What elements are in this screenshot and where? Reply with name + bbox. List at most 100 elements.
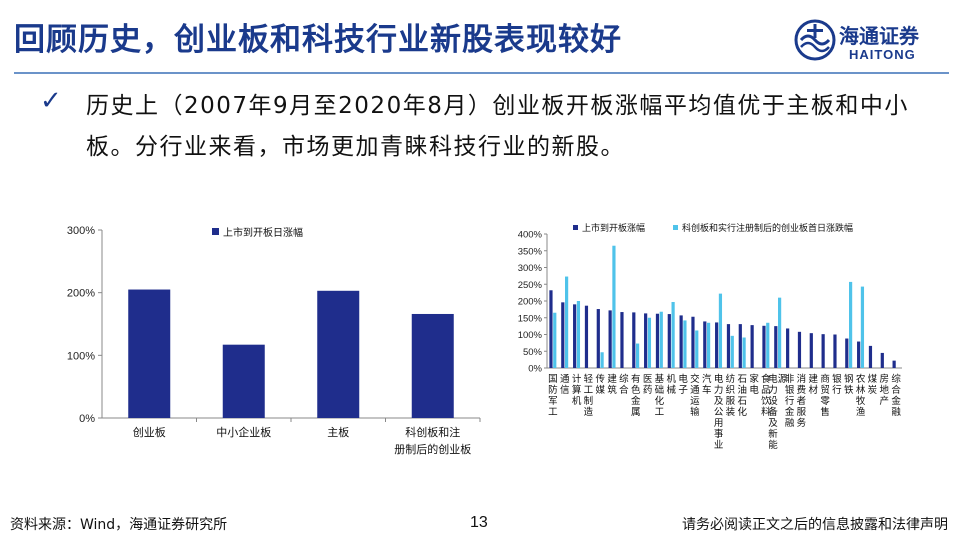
x-category-label: 通信 xyxy=(560,374,570,396)
bar-ipo-to-open-30 xyxy=(892,360,896,368)
bar-ipo-to-open-28 xyxy=(868,345,873,368)
x-category-label: 汽车 xyxy=(702,373,712,396)
x-category-label: 农林牧渔 xyxy=(856,373,866,418)
x-category-label: 中小企业板 xyxy=(216,425,271,439)
y-tick-label: 50% xyxy=(523,347,543,358)
x-category-label: 册制后的创业板 xyxy=(394,442,471,456)
y-tick-label: 200% xyxy=(67,288,95,300)
bar-4 xyxy=(411,313,454,418)
x-category-label: 计算机 xyxy=(572,373,582,407)
bar-first-day-1 xyxy=(553,312,557,368)
bar-ipo-to-open-7 xyxy=(620,312,624,368)
checkmark-icon: ✓ xyxy=(40,86,62,116)
bar-ipo-to-open-6 xyxy=(608,310,612,368)
x-category-label: 电力及公用事业 xyxy=(714,373,724,451)
bar-first-day-12 xyxy=(683,320,687,368)
logo-chinese-name: 海通证券 xyxy=(839,24,919,48)
x-category-label: 机械 xyxy=(666,373,676,396)
bar-first-day-6 xyxy=(612,245,616,368)
bar-ipo-to-open-25 xyxy=(833,334,837,368)
x-category-label: 建材 xyxy=(808,373,818,396)
legend-label-1: 上市到开板涨幅 xyxy=(582,222,645,234)
title-divider xyxy=(14,72,949,74)
bar-ipo-to-open-23 xyxy=(809,333,813,368)
y-tick-label: 100% xyxy=(518,330,543,341)
x-category-label: 综合金融 xyxy=(891,373,901,418)
bar-ipo-to-open-13 xyxy=(691,316,695,368)
y-tick-label: 0% xyxy=(528,364,542,375)
legend-label: 上市到开板日涨幅 xyxy=(223,226,303,239)
bar-ipo-to-open-14 xyxy=(703,321,707,368)
x-category-label: 房地产 xyxy=(879,373,889,407)
bar-ipo-to-open-3 xyxy=(573,304,577,368)
bar-ipo-to-open-20 xyxy=(774,326,778,368)
y-tick-label: 300% xyxy=(67,225,95,237)
x-category-label: 纺织服装 xyxy=(726,373,736,418)
bar-ipo-to-open-9 xyxy=(644,313,648,368)
y-tick-label: 0% xyxy=(79,413,95,425)
y-tick-label: 400% xyxy=(518,230,543,241)
legend-swatch xyxy=(212,228,219,235)
y-tick-label: 100% xyxy=(67,350,95,362)
bar-ipo-to-open-12 xyxy=(679,315,683,368)
x-category-label: 煤炭 xyxy=(868,373,878,396)
bar-ipo-to-open-15 xyxy=(715,322,719,368)
y-tick-label: 150% xyxy=(518,313,543,324)
bar-ipo-to-open-17 xyxy=(738,324,742,368)
bar-ipo-to-open-10 xyxy=(655,313,660,368)
haitong-logo: 海通证券 HAITONG xyxy=(793,16,953,68)
bar-first-day-3 xyxy=(576,301,581,368)
bar-2 xyxy=(222,344,265,418)
bar-ipo-to-open-8 xyxy=(632,312,636,368)
y-tick-label: 350% xyxy=(518,246,543,257)
bar-first-day-27 xyxy=(860,286,865,368)
bar-first-day-2 xyxy=(565,276,569,368)
bar-first-day-10 xyxy=(659,311,663,368)
x-category-label: 创业板 xyxy=(133,425,166,439)
bar-ipo-to-open-24 xyxy=(821,334,825,368)
y-tick-label: 200% xyxy=(518,297,543,308)
x-category-label: 非银行金融 xyxy=(785,373,795,429)
bar-ipo-to-open-21 xyxy=(786,328,790,368)
bar-first-day-15 xyxy=(718,293,723,368)
x-category-label: 食品饮料 xyxy=(761,373,771,418)
bar-ipo-to-open-19 xyxy=(762,325,766,368)
bullet-text: 历史上（2007年9月至2020年8月）创业板开板涨幅平均值优于主板和中小板。分… xyxy=(86,93,909,160)
x-category-label: 综合 xyxy=(619,373,629,396)
x-category-label: 商贸零售 xyxy=(820,373,830,418)
x-category-label: 主板 xyxy=(327,425,349,439)
y-tick-label: 250% xyxy=(518,280,543,291)
bar-ipo-to-open-1 xyxy=(549,290,553,368)
bar-first-day-19 xyxy=(766,322,770,368)
page-title: 回顾历史，创业板和科技行业新股表现较好 xyxy=(14,22,622,58)
bar-ipo-to-open-16 xyxy=(726,324,731,368)
bar-first-day-14 xyxy=(707,322,711,368)
page-number: 13 xyxy=(470,514,488,531)
x-category-label: 钢铁 xyxy=(844,373,854,396)
bar-first-day-9 xyxy=(647,317,652,368)
logo-emblem-icon xyxy=(794,19,836,61)
footer-source: 资料来源：Wind，海通证券研究所 xyxy=(10,517,228,533)
x-category-label: 石油石化 xyxy=(737,374,747,418)
x-category-label: 银行 xyxy=(832,373,842,396)
bar-ipo-to-open-22 xyxy=(797,331,802,368)
bar-ipo-to-open-5 xyxy=(596,309,600,368)
bar-first-day-5 xyxy=(600,352,604,368)
legend-label-2: 科创板和实行注册制后的创业板首日涨跌幅 xyxy=(682,222,853,234)
legend-swatch-2 xyxy=(673,225,678,230)
x-category-label: 电子 xyxy=(678,373,688,396)
bar-ipo-to-open-11 xyxy=(667,314,671,368)
x-category-label: 基础化工 xyxy=(655,373,665,418)
x-category-label: 有色金属 xyxy=(631,373,641,418)
bar-ipo-to-open-2 xyxy=(561,302,565,368)
legend-swatch-1 xyxy=(573,225,578,230)
footer-disclaimer: 请务必阅读正文之后的信息披露和法律声明 xyxy=(682,517,948,533)
x-category-label: 家电 xyxy=(749,373,759,396)
x-category-label: 建筑 xyxy=(607,373,617,396)
x-category-label: 交通运输 xyxy=(690,373,700,418)
bar-ipo-to-open-18 xyxy=(750,325,754,368)
x-category-label: 医药 xyxy=(643,374,653,396)
x-category-label: 轻工制造 xyxy=(584,373,594,418)
y-tick-label: 300% xyxy=(518,263,543,274)
